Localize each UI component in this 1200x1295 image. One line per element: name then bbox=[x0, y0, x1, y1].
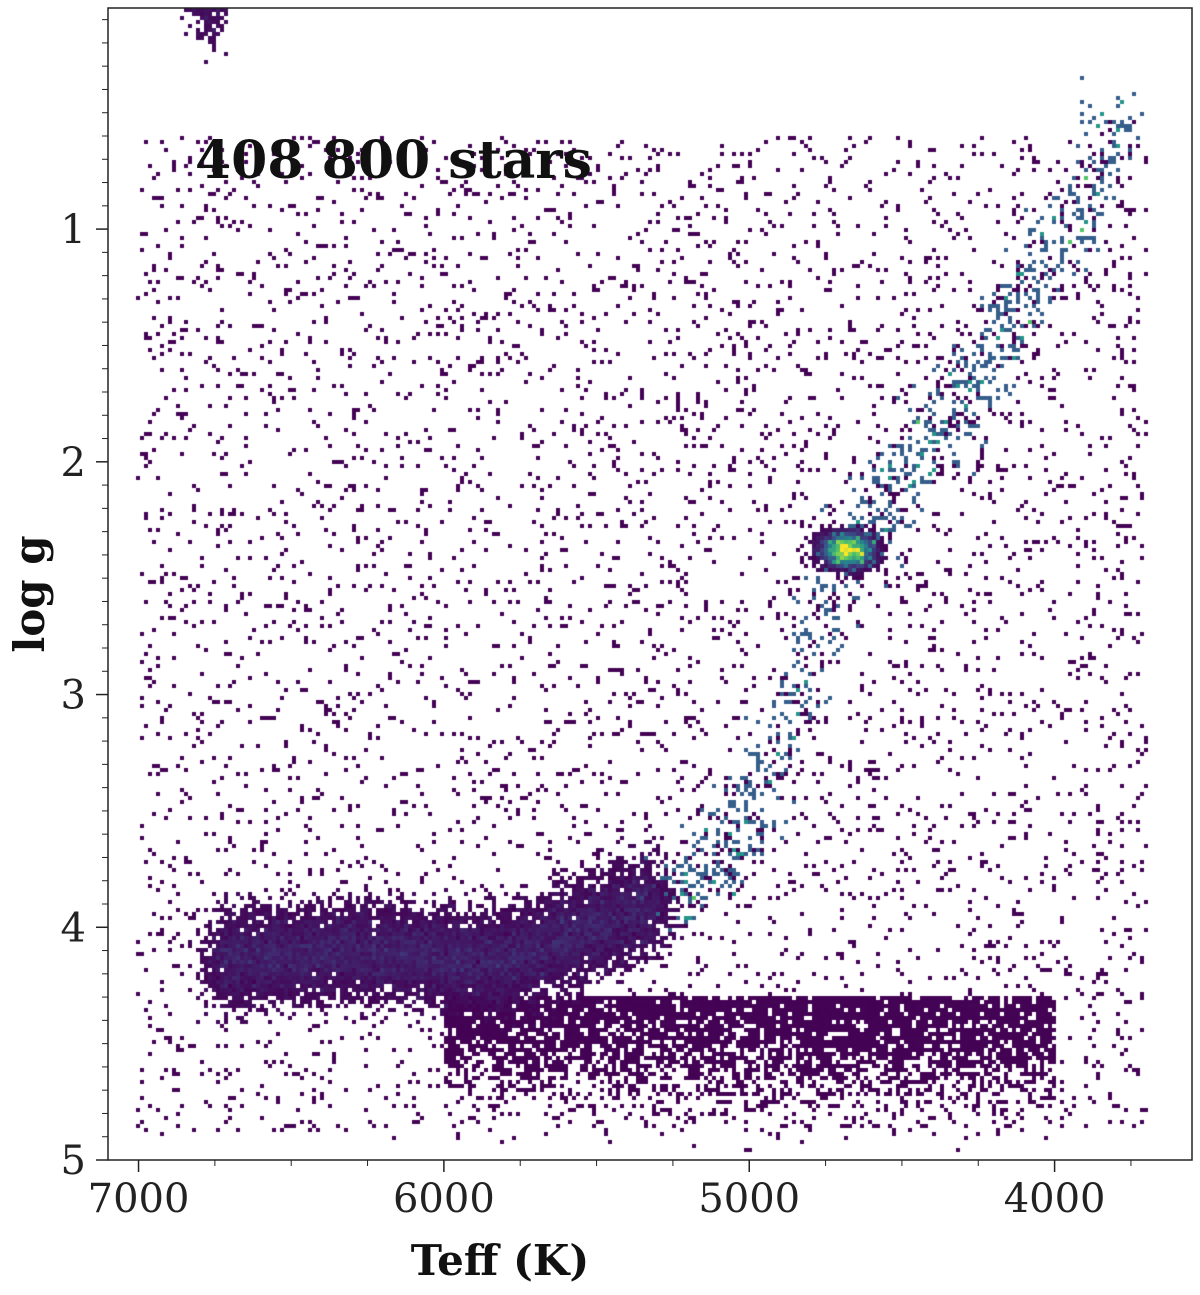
y-axis-ticks: 1 2 3 4 5 bbox=[61, 19, 108, 1184]
y-tick-label: 4 bbox=[61, 905, 86, 951]
x-axis-label: Teff (K) bbox=[411, 1236, 590, 1285]
y-tick-label: 5 bbox=[61, 1138, 86, 1184]
x-axis-ticks: 7000 6000 5000 4000 bbox=[88, 1160, 1132, 1222]
density-image bbox=[108, 8, 1192, 1160]
plot-frame bbox=[107, 7, 1193, 1161]
y-tick-label: 2 bbox=[61, 440, 86, 486]
axes: 7000 6000 5000 4000 1 2 3 4 5 bbox=[61, 7, 1193, 1222]
y-axis-label: log g bbox=[5, 535, 54, 652]
y-tick-label: 1 bbox=[61, 207, 86, 253]
x-tick-label: 4000 bbox=[1004, 1176, 1106, 1222]
x-tick-label: 6000 bbox=[393, 1176, 495, 1222]
x-tick-label: 5000 bbox=[698, 1176, 800, 1222]
y-tick-label: 3 bbox=[61, 673, 86, 719]
star-count-annotation: 408 800 stars bbox=[195, 130, 592, 191]
x-tick-label: 7000 bbox=[88, 1176, 190, 1222]
density-heatmap bbox=[108, 8, 1192, 1160]
